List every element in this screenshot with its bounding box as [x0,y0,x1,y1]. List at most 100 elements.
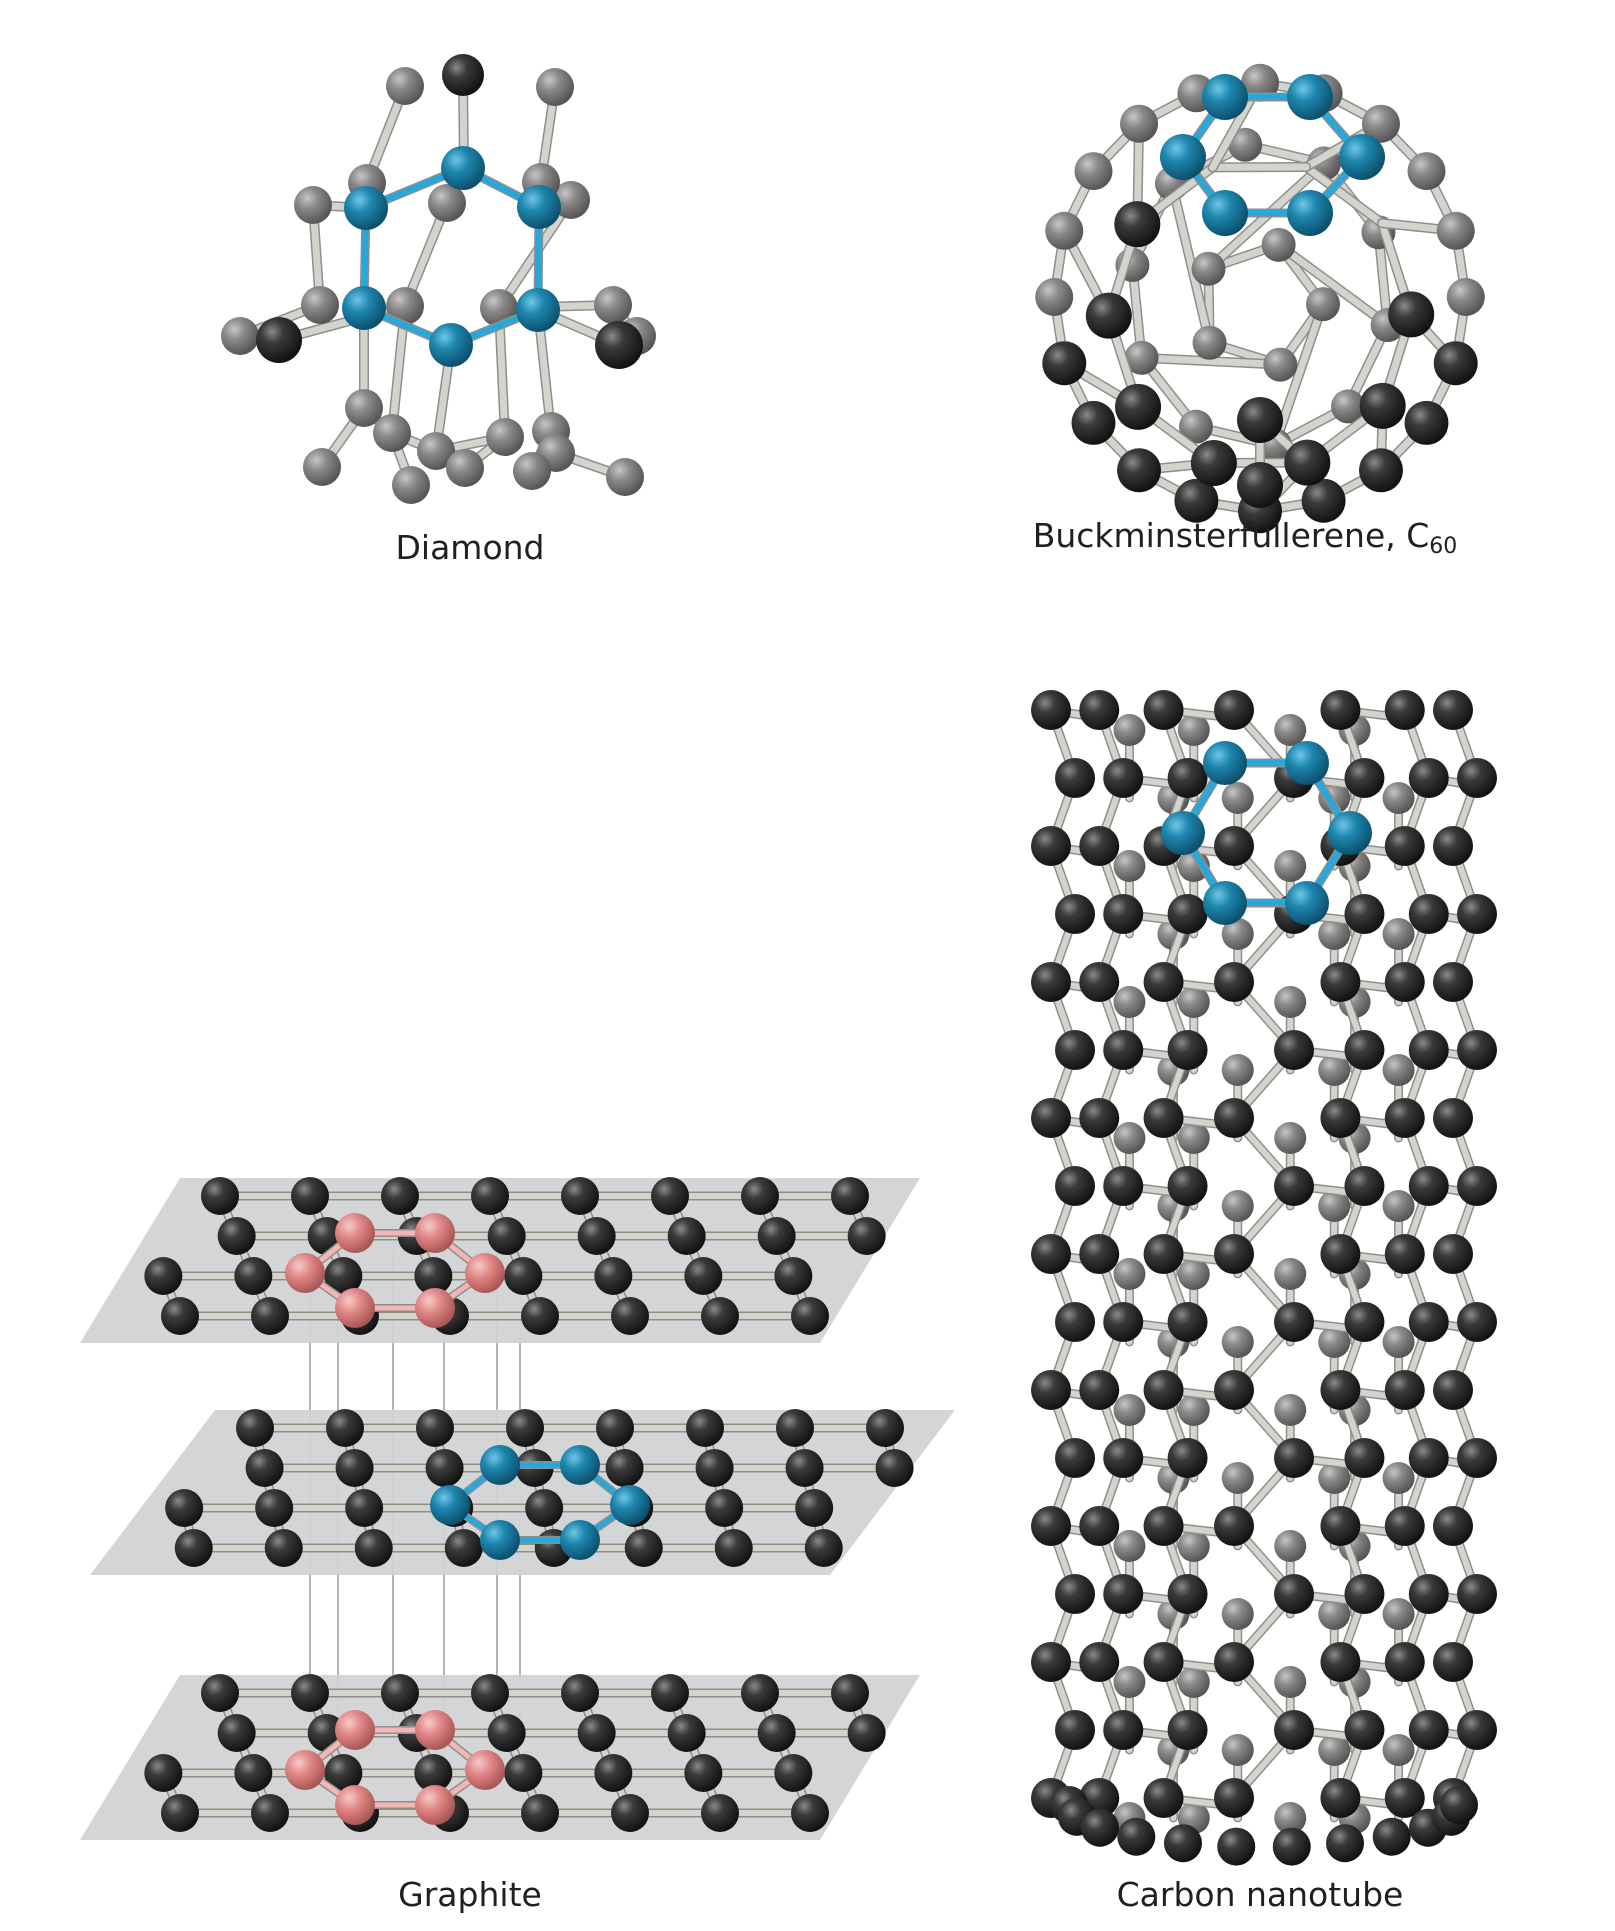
highlighted-carbon-atom [344,186,388,230]
carbon-atom [577,1217,616,1255]
carbon-atom [234,1257,273,1295]
carbon-atom [1031,962,1071,1002]
carbon-atom [1113,1122,1146,1154]
carbon-atom [1446,278,1485,316]
carbon-atom [1326,1824,1365,1863]
carbon-atom [486,418,524,456]
carbon-atom [1384,1642,1425,1682]
carbon-atom [791,1297,829,1335]
carbon-atom [1143,1506,1184,1546]
carbon-atom [1113,850,1146,882]
carbon-atom [1117,448,1162,493]
carbon-atom [1382,1598,1415,1630]
carbon-atom [741,1674,779,1712]
carbon-atom [1103,894,1144,934]
carbon-atom [1384,1370,1425,1410]
carbon-atom [1433,341,1478,386]
carbon-atom [1191,251,1226,286]
carbon-atom [1079,1234,1120,1274]
carbon-atom [386,67,424,105]
carbon-nanotube-structure [1031,690,1497,1866]
highlighted-carbon-atom [1202,74,1248,120]
carbon-atom [1433,1642,1473,1682]
carbon-atom [1318,918,1351,950]
carbon-atom [1079,1370,1120,1410]
carbon-atom [1143,1234,1184,1274]
carbon-atom [1214,1234,1254,1274]
carbon-atom [165,1489,204,1527]
carbon-atom [425,1449,464,1487]
carbon-atom [1284,439,1331,486]
carbon-atom [1143,962,1184,1002]
carbon-atom [1103,1166,1144,1206]
carbon-atom [1388,291,1435,338]
carbon-atom [1382,1462,1415,1494]
carbon-atom [1457,1438,1497,1478]
carbon-atom [1143,1098,1184,1138]
carbon-atom [594,1257,633,1295]
carbon-atom [1214,962,1254,1002]
carbon-atom [1113,1258,1146,1290]
carbon-atom [1320,1506,1361,1546]
carbon-atom [345,389,383,427]
highlighted-carbon-atom [285,1253,325,1293]
highlighted-carbon-atom [335,1710,375,1750]
carbon-atom [144,1754,183,1792]
carbon-atom [1320,1098,1361,1138]
carbon-atom [795,1489,834,1527]
carbon-atom [1457,758,1497,798]
highlighted-carbon-atom [335,1288,375,1328]
carbon-atom [256,317,302,363]
carbon-atom [667,1217,706,1255]
carbon-atom [791,1794,829,1832]
highlighted-carbon-atom [415,1288,455,1328]
carbon-atom [1031,1370,1071,1410]
carbon-atom [1214,1642,1254,1682]
carbon-atom [1177,1122,1210,1154]
carbon-atom [1433,1370,1473,1410]
carbon-atom [1404,400,1449,445]
carbon-atom [1457,1030,1497,1070]
carbon-atom [1031,1098,1071,1138]
carbon-atom [255,1489,294,1527]
carbon-atom [1143,1370,1184,1410]
carbon-atom [446,449,484,487]
carbon-atom [1408,1166,1449,1206]
highlighted-carbon-atom [517,185,561,229]
carbon-atom [1163,1824,1202,1863]
carbon-atom [594,1754,633,1792]
highlighted-carbon-atom [480,1445,520,1485]
carbon-atom [1457,1166,1497,1206]
carbon-atom [1103,1302,1144,1342]
buckminsterfullerene-structure [1035,63,1485,534]
carbon-atom [1433,1098,1473,1138]
highlighted-carbon-atom [560,1520,600,1560]
carbon-atom [1382,1326,1415,1358]
carbon-atom [1274,1574,1314,1614]
highlighted-carbon-atom [1287,190,1333,236]
carbon-atom [1103,1030,1144,1070]
carbon-atom [1457,1574,1497,1614]
carbon-atom [1221,1054,1254,1086]
highlighted-carbon-atom [1160,134,1206,180]
carbon-atom [521,1794,559,1832]
carbon-atom [1174,478,1219,523]
highlighted-carbon-atom [415,1710,455,1750]
carbon-atom [1433,690,1473,730]
carbon-atom [1124,340,1159,375]
carbon-atom [1344,1574,1385,1614]
carbon-atom [1372,1817,1411,1856]
carbon-atom [1214,1098,1254,1138]
carbon-atom [373,414,411,452]
carbon-atom [1457,894,1497,934]
carbon-atom [1055,894,1095,934]
carbon-atom [1103,758,1144,798]
carbon-atom [1344,758,1385,798]
carbon-atom [701,1297,739,1335]
carbon-atom [1113,986,1146,1018]
highlighted-carbon-atom [335,1213,375,1253]
carbon-atom [1274,1166,1314,1206]
highlighted-carbon-atom [1328,811,1372,855]
carbon-atom [536,68,574,106]
